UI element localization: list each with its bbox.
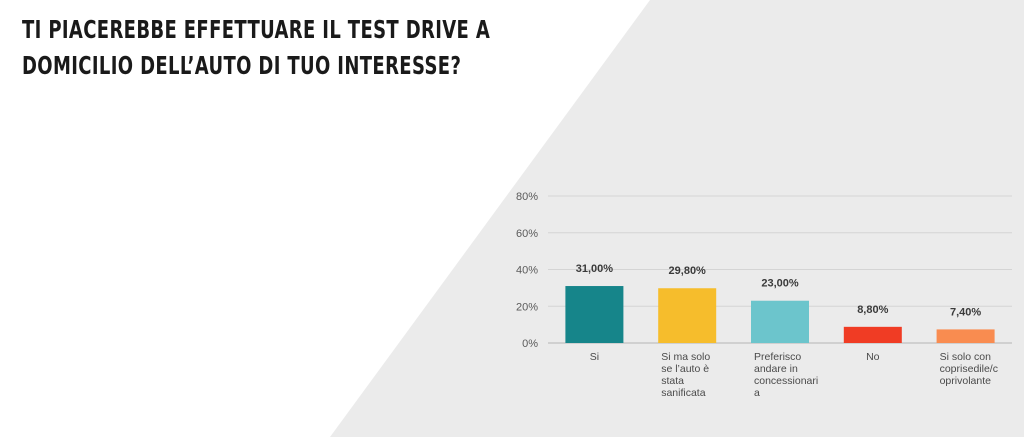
title-line-2: DOMICILIO DELL’AUTO DI TUO INTERESSE? (22, 51, 462, 80)
bar (751, 300, 809, 343)
category-label-line: oprivolante (939, 375, 991, 387)
data-label: 23,00% (761, 278, 799, 290)
bar (936, 329, 995, 343)
y-tick-label: 80% (516, 191, 538, 203)
bar (843, 326, 902, 343)
category-label: Si solo con coprisedile/c oprivolante (940, 351, 1024, 387)
category-label: Si ma solo se l’auto è stata sanificata (661, 351, 753, 399)
category-label-line: se l’auto è (661, 363, 710, 375)
data-label: 29,80% (669, 265, 707, 277)
category-label-line: Si ma solo (661, 351, 711, 363)
y-tick-label: 0% (522, 338, 538, 350)
data-label: 8,80% (857, 304, 888, 316)
category-label-line: a (754, 387, 760, 399)
data-label: 31,00% (576, 263, 614, 275)
bar (565, 286, 624, 343)
y-tick-label: 60% (516, 228, 538, 240)
category-label: Si (548, 351, 640, 363)
category-label-line: stata (661, 375, 684, 387)
category-label-line: Preferisco (754, 351, 802, 363)
bar (658, 288, 717, 343)
y-tick-label: 40% (516, 265, 538, 277)
category-label: No (827, 351, 919, 363)
data-label: 7,40% (950, 306, 981, 318)
category-label-line: sanificata (661, 387, 706, 399)
category-label-line: Si (589, 351, 600, 363)
category-label: Preferisco andare in concessionari a (754, 351, 846, 399)
category-label-line: Si solo con (939, 351, 991, 363)
category-label-line: andare in (754, 363, 798, 375)
page-title: TI PIACEREBBE EFFETTUARE IL TEST DRIVE A… (22, 12, 540, 84)
title-line-1: TI PIACEREBBE EFFETTUARE IL TEST DRIVE A (22, 15, 491, 44)
category-label-line: coprisedile/c (939, 363, 998, 375)
category-label-line: concessionari (754, 375, 819, 387)
y-tick-label: 20% (516, 301, 538, 313)
category-label-line: No (866, 351, 880, 363)
